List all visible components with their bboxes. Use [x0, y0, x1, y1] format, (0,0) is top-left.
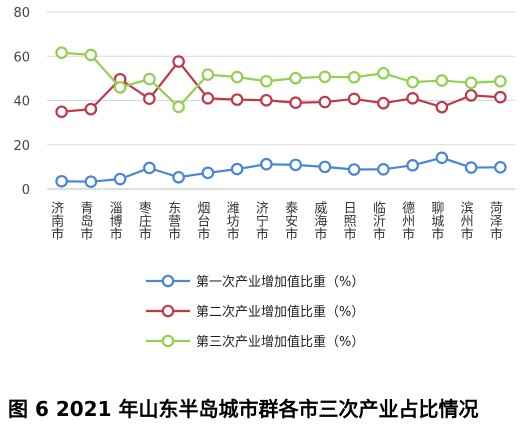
data-point: [406, 159, 419, 172]
x-category-label: 临沂市: [370, 201, 386, 240]
data-point: [201, 68, 215, 81]
data-point: [230, 162, 244, 176]
data-point: [84, 48, 98, 62]
x-category-label: 枣庄市: [136, 201, 152, 240]
x-category-label: 威海市: [311, 201, 327, 240]
data-point: [84, 102, 98, 116]
legend-item-1: 第一次产业增加值比重（%）: [146, 274, 364, 290]
x-category-label: 滨州市: [458, 200, 474, 240]
data-point: [172, 55, 185, 68]
data-point: [406, 75, 419, 89]
x-category-label: 德州市: [399, 201, 415, 240]
data-point: [318, 95, 332, 109]
data-point: [289, 96, 302, 110]
legend-marker: [161, 304, 175, 318]
x-category-label: 东营市: [165, 201, 181, 240]
data-point: [377, 163, 390, 176]
series-line-2: [61, 59, 501, 113]
data-point: [494, 90, 507, 104]
data-point: [143, 92, 156, 106]
data-point: [201, 166, 215, 180]
data-point: [347, 70, 361, 84]
series-3: [55, 46, 507, 114]
y-tick-label: 60: [13, 50, 30, 65]
line-chart: 0 20 40 60 80 济南市 青岛市 淄博市 枣庄市 东营市 烟台市 潍坊市 济宁市 泰安市 威海市…: [13, 6, 515, 350]
figure-caption: 图 6 2021 年山东半岛城市群各市三次产业占比情况: [8, 397, 479, 421]
data-point: [260, 93, 273, 107]
legend-label: 第二次产业增加值比重（%）: [196, 304, 364, 320]
data-point: [494, 161, 507, 174]
data-point: [55, 46, 68, 60]
data-point: [289, 71, 302, 85]
x-category-label: 潍坊市: [224, 201, 240, 240]
x-category-label: 菏泽市: [487, 201, 503, 240]
data-point: [377, 96, 390, 110]
x-category-label: 淄博市: [107, 201, 123, 240]
legend-item-3: 第三次产业增加值比重（%）: [146, 334, 364, 350]
data-point: [347, 163, 361, 176]
x-axis-categories: 济南市 青岛市 淄博市 枣庄市 东营市 烟台市 潍坊市 济宁市 泰安市 威海市 日照市 临沂市 德州市聊…: [48, 200, 502, 240]
series-2: [55, 55, 507, 119]
x-category-label: 济宁市: [253, 201, 269, 240]
legend-label: 第三次产业增加值比重（%）: [196, 334, 364, 350]
data-point: [435, 151, 449, 165]
series-lines: [55, 46, 507, 188]
series-1: [55, 151, 507, 188]
data-point: [347, 92, 361, 106]
data-point: [435, 100, 449, 114]
legend-item-2: 第二次产业增加值比重（%）: [146, 304, 364, 320]
data-point: [113, 172, 127, 186]
data-point: [172, 170, 185, 184]
data-point: [55, 174, 68, 188]
data-point: [464, 161, 478, 174]
data-point: [201, 91, 215, 105]
series-line-3: [61, 51, 501, 109]
y-tick-label: 20: [13, 139, 30, 154]
x-category-label: 日照市: [341, 201, 357, 240]
data-point: [406, 91, 419, 105]
y-axis-ticks: 0 20 40 60 80: [13, 6, 30, 198]
data-point: [435, 74, 449, 87]
legend: 第一次产业增加值比重（%） 第二次产业增加值比重（%） 第三次产业增加值比重（%）: [146, 274, 364, 350]
data-point: [464, 76, 478, 90]
data-point: [143, 161, 156, 175]
data-point: [318, 70, 332, 84]
y-tick-label: 40: [13, 95, 30, 110]
x-category-label: 烟台市: [194, 201, 210, 240]
data-point: [143, 72, 156, 86]
legend-label: 第一次产业增加值比重（%）: [196, 274, 364, 290]
x-category-label: 青岛市: [77, 201, 93, 240]
legend-marker: [161, 274, 175, 288]
data-point: [260, 157, 273, 171]
data-point: [377, 66, 390, 80]
data-point: [84, 175, 98, 188]
data-point: [318, 160, 332, 174]
data-point: [113, 81, 127, 94]
data-point: [230, 70, 244, 84]
data-point: [172, 100, 185, 114]
y-tick-label: 0: [22, 183, 30, 198]
series-line-1: [61, 156, 501, 183]
x-category-label: 济南市: [48, 201, 64, 240]
x-category-label: 泰安市: [282, 201, 298, 240]
data-point: [55, 105, 68, 119]
data-point: [464, 89, 478, 102]
data-point: [494, 74, 507, 88]
data-point: [260, 74, 273, 88]
data-point: [230, 93, 244, 106]
legend-marker: [161, 334, 175, 348]
x-category-label: 聊城市: [428, 201, 444, 240]
y-tick-label: 80: [13, 6, 30, 21]
data-point: [289, 158, 302, 172]
